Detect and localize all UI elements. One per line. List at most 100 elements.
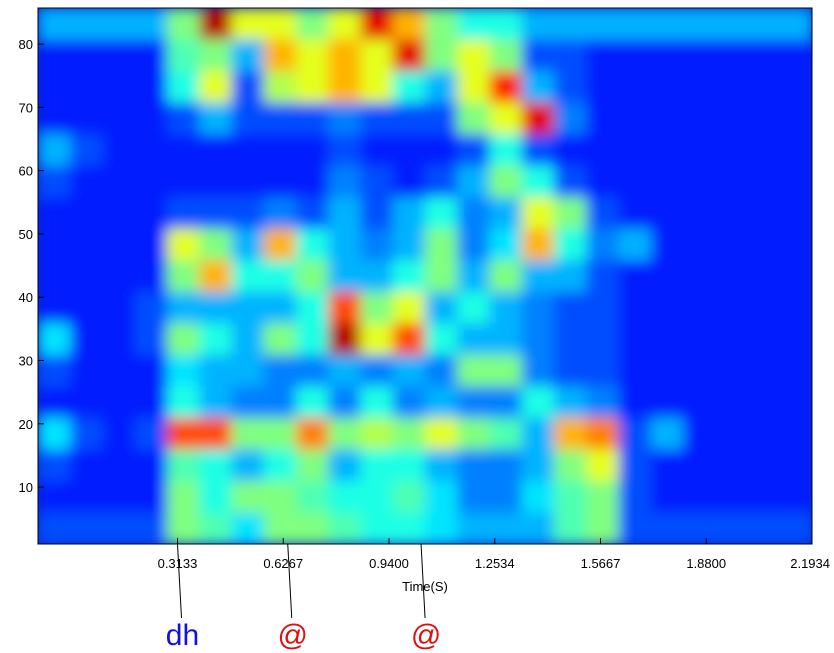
heatmap-cell: [457, 292, 490, 324]
heatmap-cell: [103, 40, 136, 72]
heatmap-cell: [586, 103, 619, 135]
heatmap-cell: [199, 292, 232, 324]
heatmap-cell: [780, 323, 813, 355]
heatmap-cell: [393, 481, 426, 513]
x-tick-label: 0.9400: [369, 556, 409, 571]
heatmap-cell: [393, 71, 426, 103]
heatmap-cell: [328, 197, 361, 229]
heatmap-cell: [748, 512, 781, 544]
heatmap-cell: [490, 71, 523, 103]
heatmap-cell: [264, 8, 297, 40]
heatmap-cell: [586, 323, 619, 355]
heatmap-cell: [232, 481, 265, 513]
heatmap-cell: [425, 449, 458, 481]
heatmap-cell: [296, 229, 329, 261]
heatmap-cell: [554, 449, 587, 481]
heatmap-cell: [619, 134, 652, 166]
heatmap-cell: [167, 260, 200, 292]
heatmap-cell: [38, 449, 71, 481]
heatmap-cell: [264, 103, 297, 135]
heatmap-cell: [328, 512, 361, 544]
heatmap-cell: [683, 103, 716, 135]
heatmap-cell: [748, 229, 781, 261]
heatmap-cell: [651, 197, 684, 229]
heatmap-cell: [683, 386, 716, 418]
heatmap-cell: [199, 449, 232, 481]
heatmap-cell: [103, 197, 136, 229]
heatmap-cell: [683, 197, 716, 229]
heatmap-cell: [651, 418, 684, 450]
heatmap-cell: [490, 103, 523, 135]
heatmap-cell: [296, 71, 329, 103]
heatmap-cell: [586, 355, 619, 387]
heatmap-cell: [361, 512, 394, 544]
heatmap-cell: [103, 8, 136, 40]
heatmap-cell: [457, 512, 490, 544]
heatmap-cell: [328, 386, 361, 418]
heatmap-cell: [103, 355, 136, 387]
heatmap-cell: [715, 166, 748, 198]
heatmap-cell: [70, 197, 103, 229]
heatmap-cell: [780, 197, 813, 229]
heatmap-cell: [199, 71, 232, 103]
heatmap-cell: [748, 71, 781, 103]
heatmap-cell: [167, 418, 200, 450]
heatmap-cell: [393, 292, 426, 324]
heatmap-cell: [780, 292, 813, 324]
heatmap-cell: [554, 8, 587, 40]
heatmap-cell: [70, 260, 103, 292]
heatmap-cell: [232, 323, 265, 355]
heatmap-cell: [38, 134, 71, 166]
heatmap-cell: [70, 134, 103, 166]
heatmap-cell: [103, 134, 136, 166]
heatmap-cell: [264, 449, 297, 481]
heatmap-cell: [522, 449, 555, 481]
heatmap-cell: [748, 449, 781, 481]
heatmap-cell: [651, 512, 684, 544]
heatmap-cell: [554, 512, 587, 544]
heatmap-cell: [296, 40, 329, 72]
heatmap-cell: [683, 8, 716, 40]
annotation-label: dh: [166, 619, 199, 652]
heatmap-cell: [425, 512, 458, 544]
heatmap-cell: [425, 292, 458, 324]
heatmap-cell: [135, 449, 168, 481]
heatmap-cell: [425, 418, 458, 450]
heatmap-cell: [167, 229, 200, 261]
heatmap-cell: [232, 229, 265, 261]
heatmap-cell: [780, 71, 813, 103]
heatmap-cell: [264, 418, 297, 450]
heatmap-cell: [490, 355, 523, 387]
heatmap-cell: [135, 512, 168, 544]
heatmap-cell: [328, 260, 361, 292]
heatmap-cell: [522, 229, 555, 261]
heatmap-cell: [715, 292, 748, 324]
heatmap-cell: [457, 71, 490, 103]
heatmap-cell: [199, 166, 232, 198]
heatmap-cell: [135, 323, 168, 355]
heatmap-cell: [683, 481, 716, 513]
heatmap-cell: [490, 386, 523, 418]
heatmap-cell: [457, 134, 490, 166]
heatmap-cell: [264, 71, 297, 103]
heatmap-cell: [296, 323, 329, 355]
heatmap-cell: [683, 40, 716, 72]
heatmap-cell: [586, 481, 619, 513]
heatmap-cell: [328, 292, 361, 324]
x-axis-label: Time(S): [402, 579, 448, 594]
heatmap-cell: [70, 512, 103, 544]
heatmap-cell: [135, 134, 168, 166]
heatmap-cell: [328, 8, 361, 40]
x-tick-label: 2.1934: [790, 556, 830, 571]
heatmap-cell: [748, 481, 781, 513]
heatmap: [38, 8, 813, 545]
heatmap-cell: [361, 260, 394, 292]
heatmap-cell: [683, 166, 716, 198]
heatmap-cell: [748, 418, 781, 450]
heatmap-cell: [135, 103, 168, 135]
heatmap-cell: [328, 418, 361, 450]
heatmap-cell: [554, 197, 587, 229]
heatmap-cell: [780, 8, 813, 40]
heatmap-cell: [393, 8, 426, 40]
heatmap-cell: [748, 40, 781, 72]
